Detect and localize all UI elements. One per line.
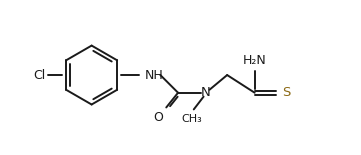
- Text: O: O: [153, 111, 163, 124]
- Text: N: N: [201, 86, 210, 99]
- Text: NH: NH: [145, 69, 164, 82]
- Text: H₂N: H₂N: [243, 54, 266, 67]
- Text: Cl: Cl: [33, 69, 45, 82]
- Text: CH₃: CH₃: [182, 114, 202, 124]
- Text: S: S: [282, 86, 291, 99]
